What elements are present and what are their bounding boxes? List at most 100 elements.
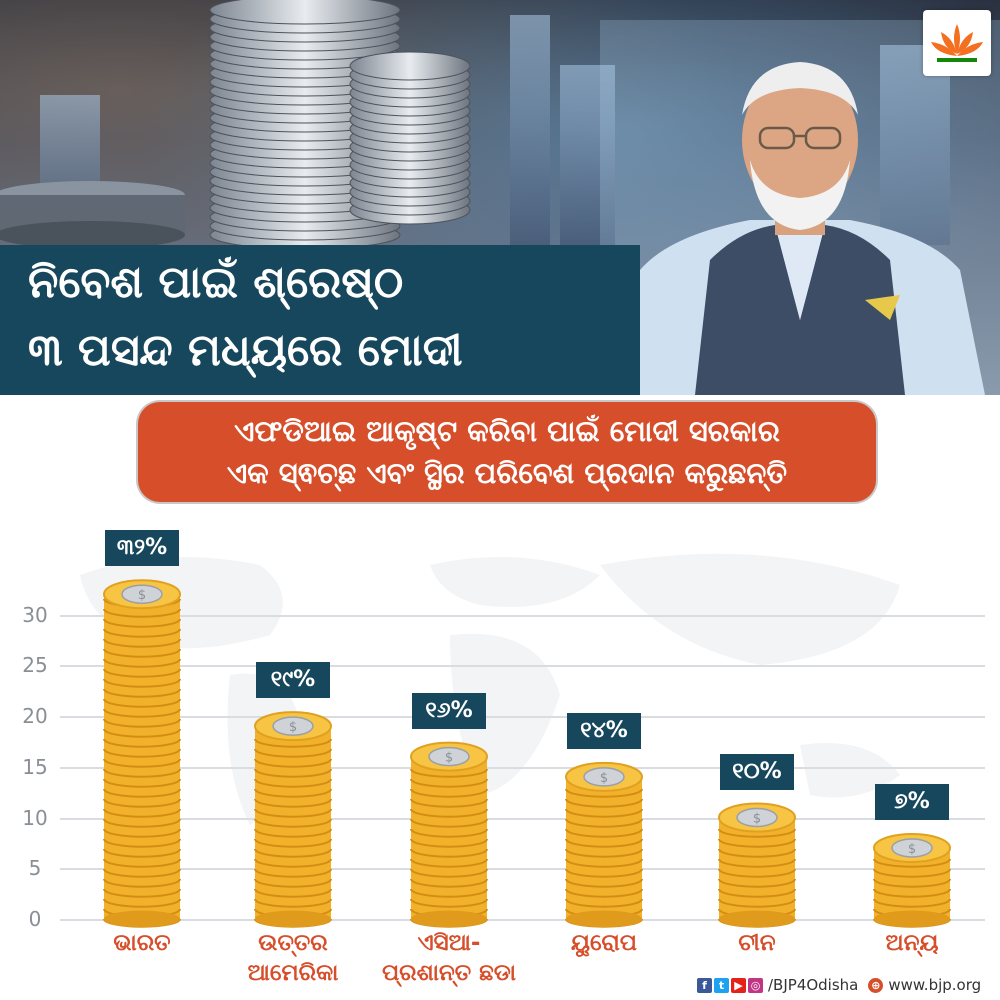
coin-edge [103,738,181,748]
gridline [60,817,985,820]
coin-edge [103,728,181,738]
coin-edge [254,768,332,778]
coin-edge [103,888,181,898]
youtube-icon[interactable]: ▶ [731,977,746,993]
data-label: ୩୨% [105,530,179,567]
coin-edge [103,698,181,708]
coin-edge [254,888,332,898]
facebook-icon[interactable]: f [697,977,712,993]
y-tick-label: 25 [22,653,48,678]
coin-edge [873,878,951,888]
category-label-line: ପ୍ରଶାନ୍ତ ଛଡା [381,960,517,986]
gridline [60,868,985,871]
coin-edge [718,868,796,878]
coin-stack-photo [209,0,471,245]
coin-base [719,910,795,928]
dollar-symbol: $ [600,771,608,786]
coin-edge [873,888,951,898]
coin-edge [254,748,332,758]
coin-edge [565,798,643,808]
coin-edge [103,628,181,638]
gridline [60,716,985,718]
coin-edge [565,828,643,838]
coin-edge [410,848,488,858]
coin-edge [103,808,181,818]
coin-edge [254,788,332,798]
footer: f t ▶ ◎ /BJP4Odisha ⊕ www.bjp.org [697,974,981,996]
instagram-icon[interactable]: ◎ [748,977,763,993]
coin-edge [103,878,181,888]
subtitle-line-2: ଏକ ସ୍ଵଚ୍ଛ ଏବଂ ସ୍ଥିର ପରିବେଶ ପ୍ରଦାନ କରୁଛନ୍… [226,456,788,490]
coin-edge [103,828,181,838]
website-link[interactable]: www.bjp.org [888,976,982,994]
dollar-coin-icon [736,807,778,828]
coin-edge [565,838,643,848]
coin-edge [873,868,951,878]
twitter-icon[interactable]: t [714,977,729,993]
coin-edge [410,878,488,888]
coin-edge [254,818,332,828]
city-building [560,65,615,245]
coin-edge [254,828,332,838]
coin-edge [103,848,181,858]
bar-body [411,756,487,919]
y-tick-label: 30 [22,602,48,627]
coin-edge [254,898,332,908]
category-label-line: ଭାରତ [113,930,171,956]
y-tick-label: 20 [22,704,48,728]
coin-edge [565,788,643,798]
gridline [60,665,985,668]
coin-edge [103,768,181,778]
dollar-symbol: $ [753,812,761,827]
dollar-symbol: $ [908,842,916,857]
coin-edge [103,648,181,658]
coin-base [104,910,180,928]
coin-stack-photo-small [0,181,185,245]
coin-base [874,910,950,928]
city-building [880,45,950,245]
dollar-coin-icon [428,746,470,767]
coin-edge [565,898,643,908]
dollar-coin-icon [583,767,625,787]
dollar-symbol: $ [138,588,146,603]
coin-edge [718,878,796,888]
hero-coin [349,51,471,81]
category-label: ୟୁରୋପ [529,928,679,958]
coin-edge [410,868,488,878]
dollar-coin-icon [272,716,314,736]
coin-edge [718,898,796,908]
data-label: ୧୪% [567,712,641,749]
category-label-line: ଆମେରିକା [247,960,339,986]
dollar-symbol: $ [445,751,453,766]
social-handle[interactable]: /BJP4Odisha [768,976,859,994]
title-line-2: ୩ ପସନ୍ଦ ମଧ୍ୟରେ ମୋଦୀ [28,325,463,376]
coin-edge [254,858,332,868]
coin-edge [410,788,488,798]
bar-coin-stack: $ [103,579,181,928]
coin-edge [254,808,332,818]
coin-edge [103,668,181,678]
category-label-line: ଚୀନ [738,930,776,956]
y-tick-label: 10 [22,805,48,830]
coin-edge [103,708,181,718]
coin-edge [254,738,332,748]
bar-coin-stack: $ [718,802,796,928]
leader-portrait [600,20,1000,395]
coin-edge [254,798,332,808]
coin-base [255,910,331,928]
hero-coin [209,0,401,25]
coin-edge [103,788,181,798]
coin-edge [410,838,488,848]
coin-edge [410,798,488,808]
lotus-icon [931,24,983,62]
coin-edge [718,848,796,858]
coin-edge [718,828,796,838]
coin-edge [103,638,181,648]
dollar-symbol: $ [289,720,297,735]
category-label: ଅନ୍ୟ [837,928,987,958]
coin-edge [103,658,181,668]
gridline [60,766,985,769]
coin-edge [410,828,488,838]
category-label-line: ୟୁରୋପ [571,930,637,956]
y-tick-label: 0 [28,907,42,931]
